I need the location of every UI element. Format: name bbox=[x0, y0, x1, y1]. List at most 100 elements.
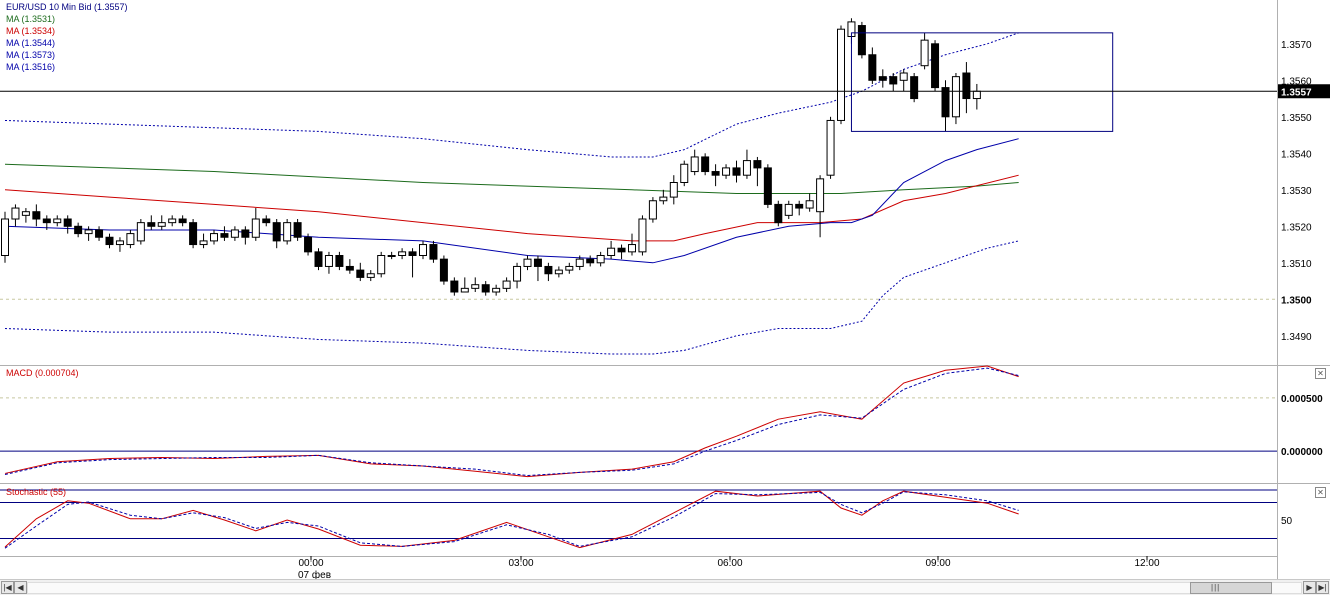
candle-body bbox=[826, 119, 835, 176]
candle-body bbox=[1, 218, 9, 256]
candle-body bbox=[628, 244, 636, 253]
candle-body bbox=[680, 163, 689, 183]
selection-rectangle bbox=[850, 32, 1114, 132]
candle-body bbox=[450, 280, 459, 293]
time-tick-label: 00:00 bbox=[298, 558, 323, 569]
candle-body bbox=[523, 258, 532, 267]
candle-body bbox=[941, 87, 950, 118]
legend-ma-1: MA (1.3531) bbox=[6, 14, 56, 24]
candle-body bbox=[53, 218, 62, 224]
candle-body bbox=[11, 207, 20, 220]
candle-body bbox=[805, 200, 814, 209]
candle-body bbox=[513, 265, 522, 282]
candle-body bbox=[816, 178, 825, 213]
candle-body bbox=[283, 222, 292, 242]
candle-body bbox=[868, 54, 877, 81]
current-price-marker bbox=[1278, 84, 1330, 99]
price-legend: EUR/USD 10 Min Bid (1.3557) MA (1.3531) … bbox=[6, 1, 128, 73]
candle-body bbox=[659, 196, 668, 202]
price-tick-label: 1.3520 bbox=[1281, 222, 1312, 233]
scroll-left-icon[interactable]: ◀ bbox=[14, 581, 27, 594]
candle-body bbox=[189, 222, 198, 246]
candle-body bbox=[910, 76, 919, 100]
candle-body bbox=[690, 156, 699, 173]
legend-ma-3: MA (1.3544) bbox=[6, 38, 56, 48]
chart-scrollbar[interactable]: |◀ ◀ ||| ▶ ▶| bbox=[0, 579, 1330, 595]
time-tick-label: 09:00 bbox=[925, 558, 950, 569]
legend-ma-2: MA (1.3534) bbox=[6, 26, 56, 36]
candle-body bbox=[178, 218, 187, 224]
time-tick-label: 12:00 bbox=[1134, 558, 1159, 569]
scroll-track[interactable] bbox=[27, 582, 1302, 594]
moving-average-line bbox=[4, 174, 1019, 242]
candle-body bbox=[617, 247, 626, 253]
candle-body bbox=[586, 258, 595, 264]
candle-body bbox=[471, 284, 480, 289]
candle-body bbox=[951, 76, 960, 118]
candle-body bbox=[607, 247, 616, 256]
candle-body bbox=[105, 236, 114, 246]
price-tick-label: 1.3510 bbox=[1281, 259, 1312, 270]
candle-body bbox=[272, 222, 281, 242]
candle-body bbox=[63, 218, 72, 227]
candle-body bbox=[84, 229, 93, 235]
candle-body bbox=[324, 255, 333, 267]
price-tick-label: 1.3490 bbox=[1281, 332, 1312, 343]
candle-body bbox=[460, 287, 469, 293]
candle-body bbox=[648, 200, 657, 220]
candle-body bbox=[95, 229, 104, 238]
candle-body bbox=[638, 218, 647, 253]
candle-body bbox=[899, 72, 908, 81]
time-tick-label: 03:00 bbox=[508, 558, 533, 569]
macd-close-icon[interactable]: ✕ bbox=[1315, 368, 1326, 379]
candle-body bbox=[32, 211, 41, 220]
time-tick-label: 06:00 bbox=[717, 558, 742, 569]
candle-body bbox=[387, 255, 396, 257]
candle-body bbox=[136, 222, 145, 242]
candle-body bbox=[251, 218, 260, 238]
price-tick-label: 1.3570 bbox=[1281, 40, 1312, 51]
candle-body bbox=[931, 43, 940, 89]
price-tick-label: 1.3540 bbox=[1281, 149, 1312, 160]
candle-body bbox=[711, 171, 720, 176]
scroll-end-icon[interactable]: ▶| bbox=[1316, 581, 1329, 594]
candle-body bbox=[147, 222, 156, 227]
candle-body bbox=[669, 182, 678, 198]
scroll-thumb[interactable] bbox=[1190, 582, 1272, 594]
candle-body bbox=[753, 160, 762, 169]
candle-body bbox=[575, 258, 584, 267]
candle-body bbox=[857, 25, 866, 56]
candle-body bbox=[314, 251, 323, 267]
candle-body bbox=[544, 265, 553, 275]
candle-body bbox=[42, 218, 51, 224]
candle-body bbox=[408, 251, 417, 257]
candle-body bbox=[774, 203, 783, 224]
stochastic-tick-label: 50 bbox=[1281, 516, 1293, 527]
legend-ma-5: MA (1.3516) bbox=[6, 62, 56, 72]
bollinger-band-line bbox=[4, 32, 1019, 158]
price-tick-label: 1.3530 bbox=[1281, 186, 1312, 197]
macd-tick-label: 0.000000 bbox=[1281, 447, 1323, 458]
moving-average-line bbox=[4, 163, 1019, 194]
scroll-right-icon[interactable]: ▶ bbox=[1303, 581, 1316, 594]
candle-body bbox=[795, 203, 804, 209]
candle-body bbox=[356, 269, 365, 278]
current-price-label: 1.3557 bbox=[1281, 87, 1312, 98]
candle-body bbox=[157, 222, 166, 227]
legend-title: EUR/USD 10 Min Bid (1.3557) bbox=[6, 2, 128, 12]
candle-body bbox=[241, 229, 250, 238]
date-label: 07 фев bbox=[298, 569, 331, 581]
candle-body bbox=[168, 218, 177, 224]
candle-body bbox=[115, 240, 124, 246]
candle-body bbox=[763, 167, 772, 205]
candle-body bbox=[878, 76, 887, 81]
candle-body bbox=[262, 218, 271, 224]
price-tick-label: 1.3560 bbox=[1281, 76, 1312, 87]
scroll-home-icon[interactable]: |◀ bbox=[1, 581, 14, 594]
candle-body bbox=[889, 76, 898, 85]
stochastic-close-icon[interactable]: ✕ bbox=[1315, 487, 1326, 498]
price-tick-label: 1.3500 bbox=[1281, 295, 1312, 306]
candle-body bbox=[126, 233, 135, 246]
